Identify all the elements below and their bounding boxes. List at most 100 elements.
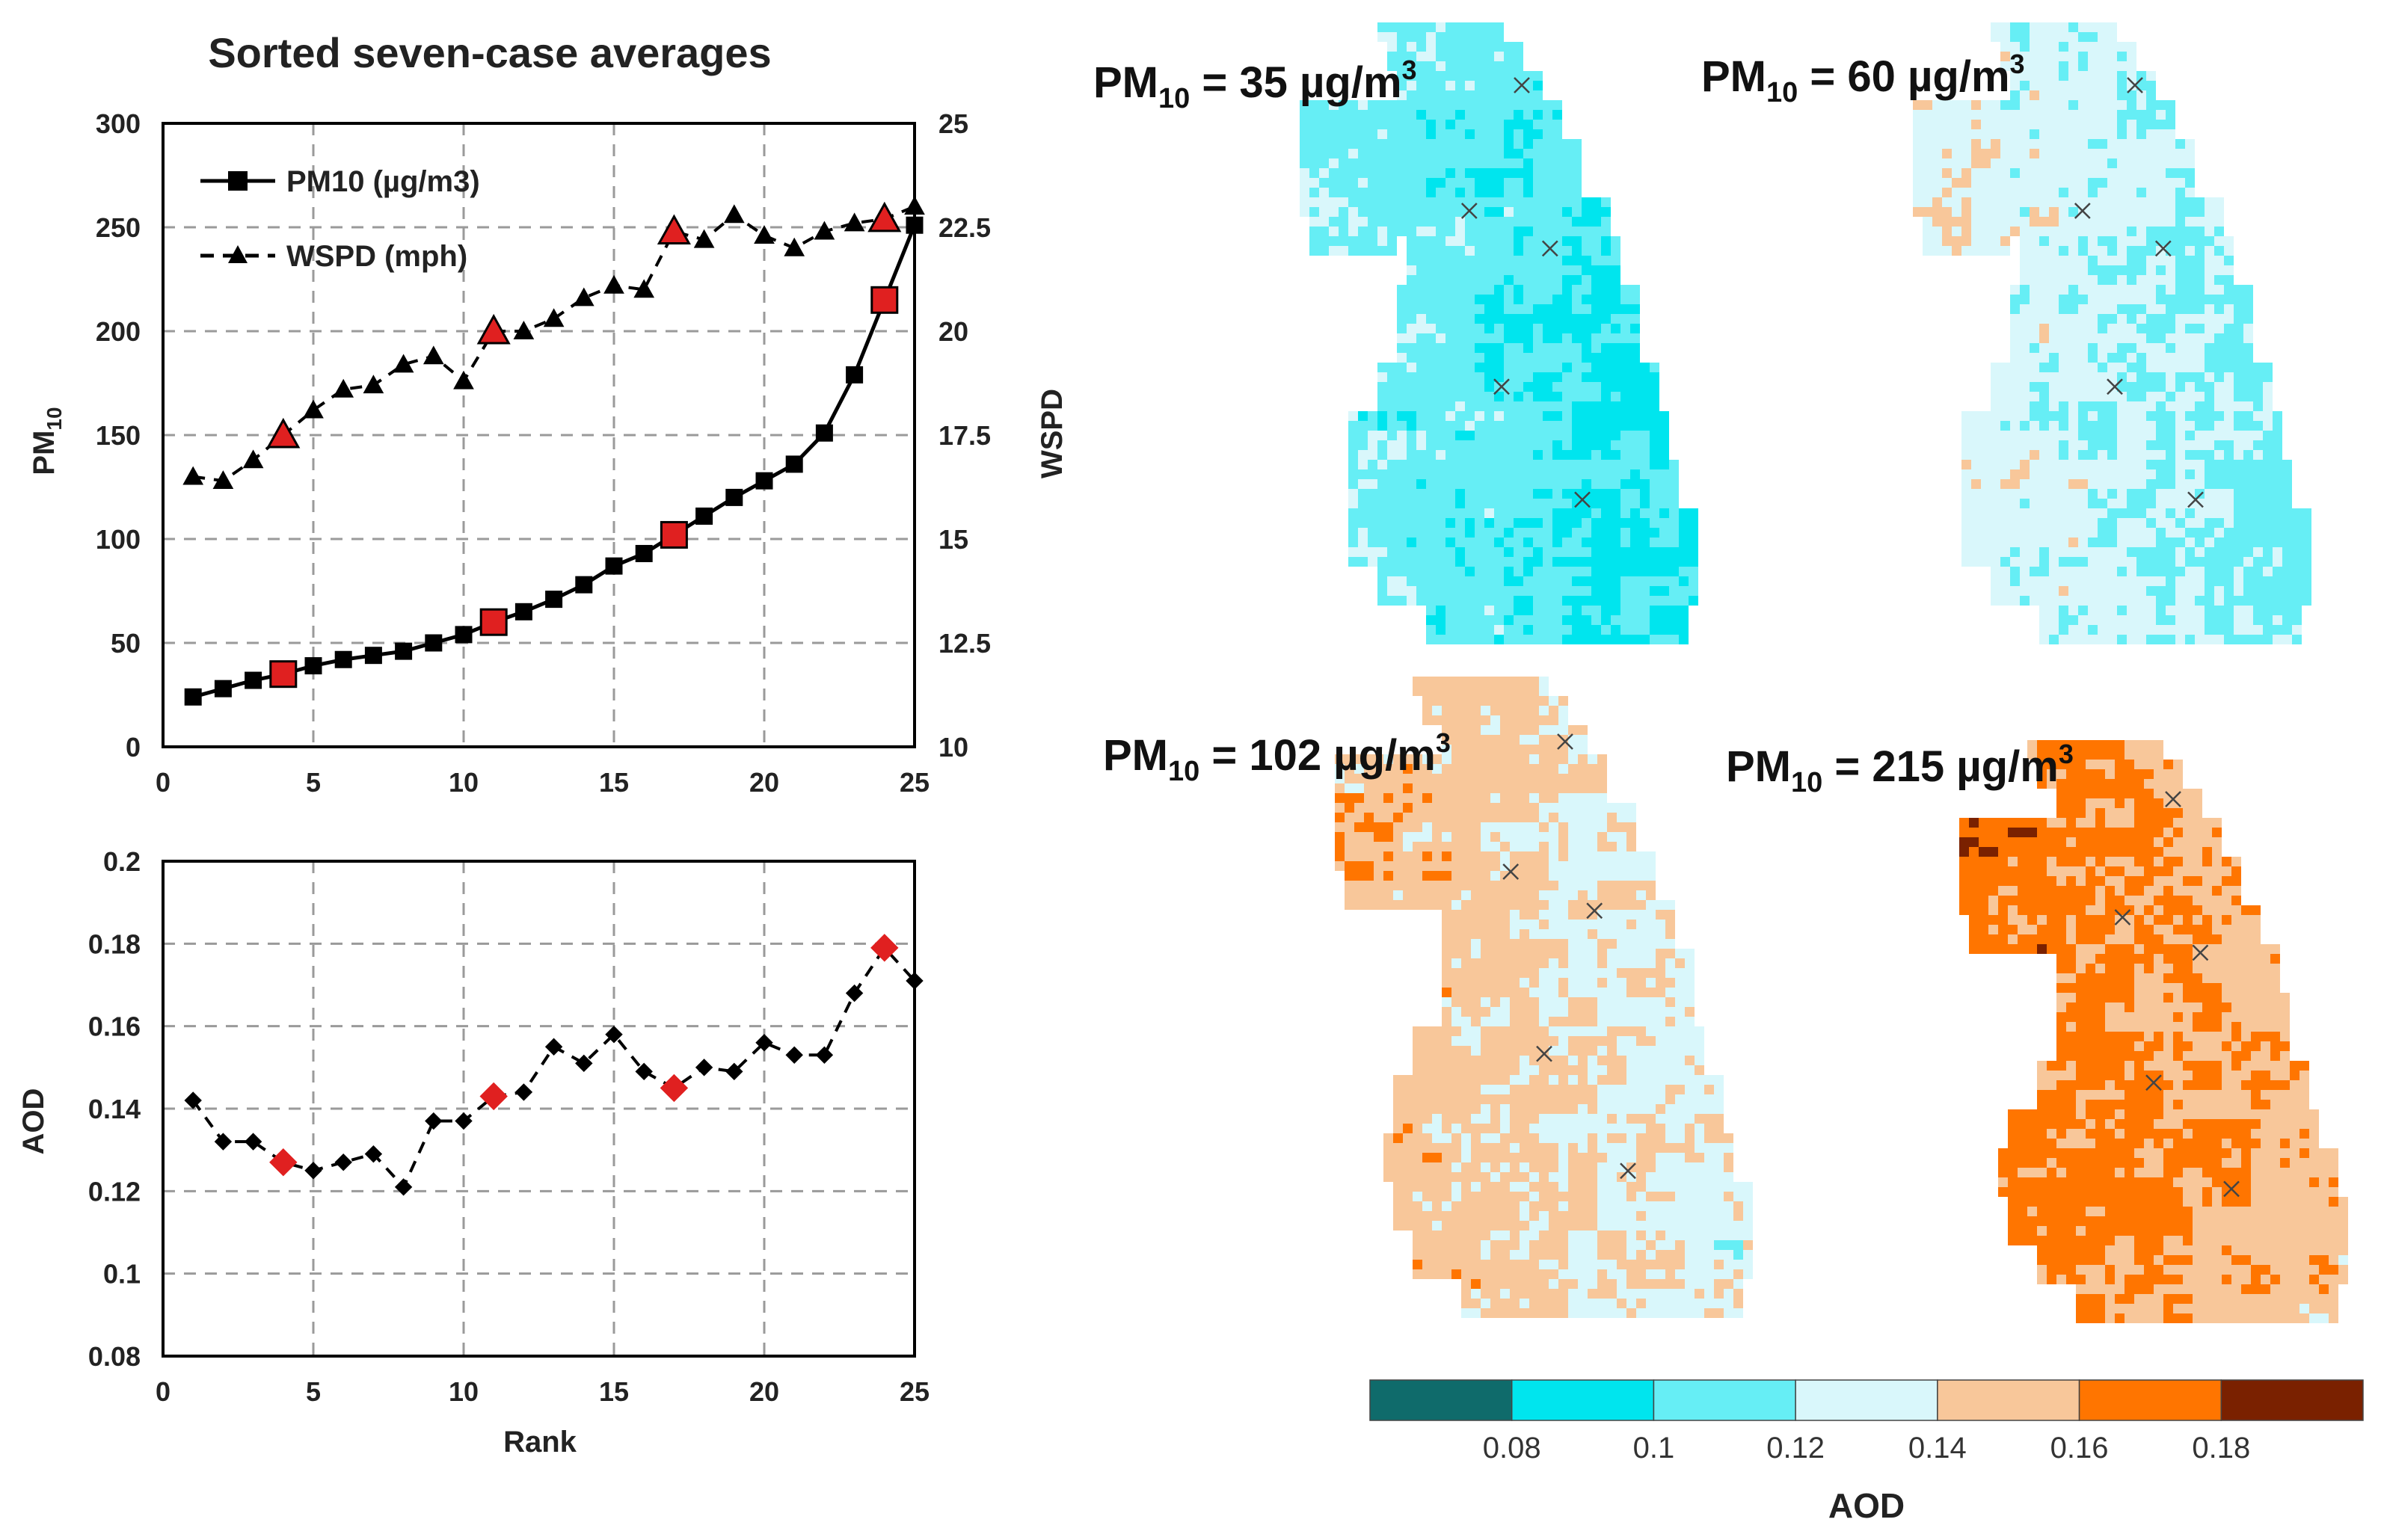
map-cell	[1416, 295, 1426, 304]
map-cell	[2098, 71, 2107, 81]
monitor-site-marker	[2107, 378, 2123, 395]
map-cell	[2224, 285, 2234, 295]
map-cell	[1529, 968, 1539, 978]
map-cell	[1377, 363, 1387, 372]
map-cell	[2195, 411, 2205, 421]
map-cell	[2185, 401, 2195, 411]
map-cell	[2098, 246, 2107, 256]
map-cell	[1484, 635, 1494, 644]
map-cell	[1510, 793, 1520, 803]
map-cell	[2205, 295, 2214, 304]
map-cell	[1588, 832, 1597, 842]
map-cell	[2302, 538, 2311, 547]
map-cell	[1971, 547, 1981, 557]
map-cell	[1490, 1026, 1500, 1036]
map-cell	[2175, 158, 2185, 168]
map-cell	[1446, 295, 1455, 304]
map-cell	[1630, 450, 1640, 460]
map-cell	[1403, 900, 1413, 910]
map-cell	[1578, 793, 1588, 803]
map-cell	[1500, 832, 1510, 842]
map-cell	[1442, 949, 1451, 958]
map-cell	[1679, 606, 1689, 615]
map-cell	[1426, 61, 1436, 71]
map-cell	[2020, 363, 2030, 372]
map-cell	[1494, 314, 1504, 324]
map-cell	[2166, 547, 2175, 557]
map-cell	[2166, 635, 2175, 644]
map-cell	[1455, 90, 1465, 100]
map-cell	[2243, 392, 2253, 401]
map-cell	[2049, 22, 2059, 32]
map-cell	[1562, 411, 1572, 421]
map-cell	[2117, 217, 2127, 227]
map-cell	[2117, 460, 2127, 469]
map-cell	[1377, 382, 1387, 392]
map-cell	[2098, 576, 2107, 586]
map-cell	[1650, 411, 1659, 421]
map-cell	[2000, 421, 2010, 431]
map-cell	[2068, 285, 2078, 295]
map-cell	[1543, 469, 1552, 479]
map-cell	[1601, 469, 1611, 479]
map-cell	[1971, 440, 1981, 450]
map-cell	[2020, 576, 2030, 586]
map-cell	[2078, 314, 2088, 324]
map-cell	[1552, 149, 1562, 158]
map-cell	[1504, 635, 1514, 644]
map-cell	[1494, 265, 1504, 275]
map-cell	[1582, 382, 1591, 392]
map-cell	[2078, 236, 2088, 246]
map-cell	[1397, 586, 1407, 596]
map-cell	[1562, 285, 1572, 295]
map-cell	[1578, 929, 1588, 939]
map-cell	[2195, 596, 2205, 606]
wspd-point	[904, 196, 925, 215]
map-cell	[1582, 285, 1591, 295]
map-cell	[1377, 149, 1387, 158]
map-cell	[2049, 635, 2059, 644]
map-cell	[1656, 1085, 1665, 1094]
map-cell	[2214, 353, 2224, 363]
map-cell	[1364, 783, 1374, 793]
pm10-point	[605, 557, 623, 575]
map-cell	[1533, 518, 1543, 528]
map-cell	[2146, 489, 2156, 499]
map-cell	[1552, 158, 1562, 168]
map-cell	[1549, 1094, 1558, 1104]
map-cell	[1607, 890, 1617, 900]
map-cell	[1484, 489, 1494, 499]
map-cell	[1407, 363, 1416, 372]
map-cell	[1329, 158, 1339, 168]
map-cell	[2039, 547, 2049, 557]
map-cell	[1704, 1094, 1714, 1104]
map-cell	[2039, 275, 2049, 285]
map-cell	[2107, 372, 2117, 382]
map-cell	[1455, 401, 1465, 411]
map-cell	[1533, 567, 1543, 576]
map-cell	[1455, 499, 1465, 508]
map-cell	[2010, 538, 2020, 547]
map-cell	[1520, 958, 1529, 968]
map-cell	[1543, 158, 1552, 168]
map-cell	[2098, 353, 2107, 363]
map-cell	[1309, 207, 1319, 217]
map-cell	[1523, 129, 1533, 139]
map-cell	[2302, 528, 2311, 538]
map-cell	[1611, 431, 1620, 440]
map-cell	[1455, 557, 1465, 567]
map-cell	[1442, 890, 1451, 900]
map-cell	[2039, 489, 2049, 499]
map-cell	[1991, 188, 2000, 197]
map-cell	[2263, 450, 2273, 460]
map-cell	[2243, 596, 2253, 606]
map-cell	[1932, 178, 1942, 188]
map-cell	[1514, 596, 1523, 606]
map-cell	[1932, 158, 1942, 168]
map-cell	[1923, 120, 1932, 129]
map-cell	[1665, 1036, 1675, 1046]
map-cell	[1383, 793, 1393, 803]
map-cell	[1523, 392, 1533, 401]
map-cell	[1646, 988, 1656, 997]
map-cell	[1991, 401, 2000, 411]
